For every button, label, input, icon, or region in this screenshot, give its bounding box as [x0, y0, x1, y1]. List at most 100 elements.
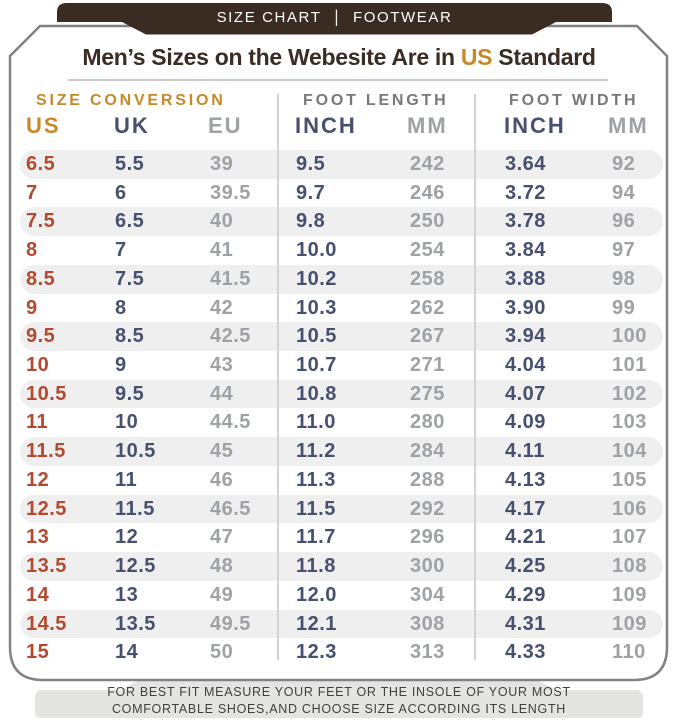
table-row: 8.5 7.5 41.5 10.2 258 3.88 98 [20, 264, 663, 294]
table-row: 12.5 11.5 46.5 11.5 292 4.17 106 [20, 494, 663, 524]
foot-length-mm-cell: 267 [410, 325, 445, 348]
us-size-cell: 14 [26, 583, 50, 606]
group-header-size-conversion: SIZE CONVERSION [36, 92, 226, 109]
eu-size-cell: 42.5 [210, 325, 251, 348]
title-highlight: US [460, 44, 493, 70]
foot-width-inch-cell: 4.21 [505, 526, 546, 549]
column-header-uk: UK [114, 113, 150, 138]
foot-length-mm-cell: 280 [410, 411, 445, 434]
eu-size-cell: 49 [210, 583, 234, 606]
foot-length-inch-cell: 11.5 [296, 497, 336, 520]
eu-size-cell: 40 [210, 210, 234, 233]
us-size-cell: 10 [26, 354, 50, 377]
foot-width-inch-cell: 4.11 [505, 440, 545, 463]
foot-length-inch-cell: 12.3 [296, 641, 337, 664]
banner-separator: | [334, 7, 340, 27]
footer-note-line2: COMFORTABLE SHOES,AND CHOOSE SIZE ACCORD… [111, 701, 567, 716]
uk-size-cell: 8.5 [115, 325, 145, 348]
foot-length-mm-cell: 284 [410, 440, 445, 463]
uk-size-cell: 8 [115, 296, 127, 319]
us-size-cell: 13 [26, 526, 50, 549]
eu-size-cell: 41.5 [210, 267, 251, 290]
uk-size-cell: 13 [115, 583, 139, 606]
foot-width-mm-cell: 92 [612, 153, 636, 175]
uk-size-cell: 9.5 [115, 382, 145, 405]
foot-width-inch-cell: 3.64 [505, 153, 546, 175]
foot-width-mm-cell: 96 [612, 210, 636, 233]
eu-size-cell: 48 [210, 555, 234, 578]
table-row: 7.5 6.5 40 9.8 250 3.78 96 [20, 207, 663, 237]
table-row: 7 6 39.5 9.7 246 3.72 94 [20, 179, 663, 208]
banner-left-label: SIZE CHART [216, 8, 322, 26]
us-size-cell: 9.5 [26, 325, 56, 348]
foot-width-mm-cell: 94 [612, 181, 636, 204]
column-header-length-mm: MM [407, 113, 448, 138]
eu-size-cell: 44.5 [210, 411, 251, 434]
foot-length-mm-cell: 250 [410, 210, 445, 233]
group-header-foot-length: FOOT LENGTH [303, 92, 449, 109]
uk-size-cell: 12 [115, 526, 139, 549]
table-row: 10.5 9.5 44 10.8 275 4.07 102 [20, 379, 663, 409]
uk-size-cell: 7 [115, 239, 127, 262]
foot-width-inch-cell: 4.31 [505, 612, 546, 635]
foot-length-mm-cell: 300 [410, 555, 445, 578]
eu-size-cell: 42 [210, 296, 234, 319]
foot-length-inch-cell: 10.3 [296, 296, 337, 319]
foot-width-mm-cell: 109 [612, 612, 647, 635]
foot-length-mm-cell: 242 [410, 153, 445, 175]
table-row: 9.5 8.5 42.5 10.5 267 3.94 100 [20, 322, 663, 351]
foot-width-inch-cell: 3.94 [505, 325, 546, 348]
foot-length-inch-cell: 12.0 [296, 583, 337, 606]
foot-width-mm-cell: 99 [612, 296, 636, 319]
us-size-cell: 10.5 [26, 382, 67, 405]
foot-length-inch-cell: 10.5 [296, 325, 337, 348]
foot-length-mm-cell: 275 [410, 382, 445, 405]
table-row: 15 14 50 12.3 313 4.33 110 [20, 638, 663, 667]
eu-size-cell: 49.5 [210, 612, 251, 635]
table-row: 12 11 46 11.3 288 4.13 105 [20, 466, 663, 495]
page-title: Men’s Sizes on the Webesite Are in US St… [0, 44, 678, 71]
foot-width-inch-cell: 4.25 [505, 555, 546, 578]
table-row: 8 7 41 10.0 254 3.84 97 [20, 236, 663, 265]
foot-width-inch-cell: 3.84 [505, 239, 546, 262]
us-size-cell: 8 [26, 239, 38, 262]
foot-length-mm-cell: 296 [410, 526, 445, 549]
uk-size-cell: 5.5 [115, 153, 145, 175]
foot-width-mm-cell: 107 [612, 526, 647, 549]
foot-width-mm-cell: 101 [612, 354, 647, 377]
eu-size-cell: 44 [210, 382, 234, 405]
foot-width-inch-cell: 3.88 [505, 267, 546, 290]
foot-length-mm-cell: 246 [410, 181, 445, 204]
foot-width-mm-cell: 100 [612, 325, 647, 348]
group-header-foot-width: FOOT WIDTH [509, 92, 639, 109]
eu-size-cell: 41 [210, 239, 234, 262]
eu-size-cell: 45 [210, 440, 234, 463]
foot-width-mm-cell: 104 [612, 440, 647, 463]
footer-note-line1: FOR BEST FIT MEASURE YOUR FEET OR THE IN… [107, 685, 571, 699]
foot-length-mm-cell: 308 [410, 612, 445, 635]
uk-size-cell: 13.5 [115, 612, 156, 635]
uk-size-cell: 6 [115, 181, 127, 204]
us-size-cell: 12.5 [26, 497, 67, 520]
foot-width-inch-cell: 3.72 [505, 181, 546, 204]
foot-length-inch-cell: 11.8 [296, 555, 336, 578]
foot-length-inch-cell: 11.7 [296, 526, 336, 549]
us-size-cell: 12 [26, 468, 50, 491]
foot-width-inch-cell: 4.29 [505, 583, 546, 606]
table-row: 11 10 44.5 11.0 280 4.09 103 [20, 408, 663, 437]
us-size-cell: 11 [26, 411, 49, 434]
foot-width-inch-cell: 4.09 [505, 411, 546, 434]
table-row: 14 13 49 12.0 304 4.29 109 [20, 581, 663, 610]
eu-size-cell: 50 [210, 641, 234, 664]
column-header-length-inch: INCH [295, 113, 357, 138]
banner: SIZE CHART | FOOTWEAR [57, 2, 612, 32]
foot-length-inch-cell: 12.1 [296, 612, 337, 635]
uk-size-cell: 9 [115, 354, 127, 377]
foot-length-mm-cell: 292 [410, 497, 445, 520]
foot-length-inch-cell: 10.2 [296, 267, 337, 290]
table-row: 11.5 10.5 45 11.2 284 4.11 104 [20, 437, 663, 466]
foot-length-inch-cell: 9.7 [296, 181, 326, 204]
foot-length-mm-cell: 271 [410, 354, 445, 377]
